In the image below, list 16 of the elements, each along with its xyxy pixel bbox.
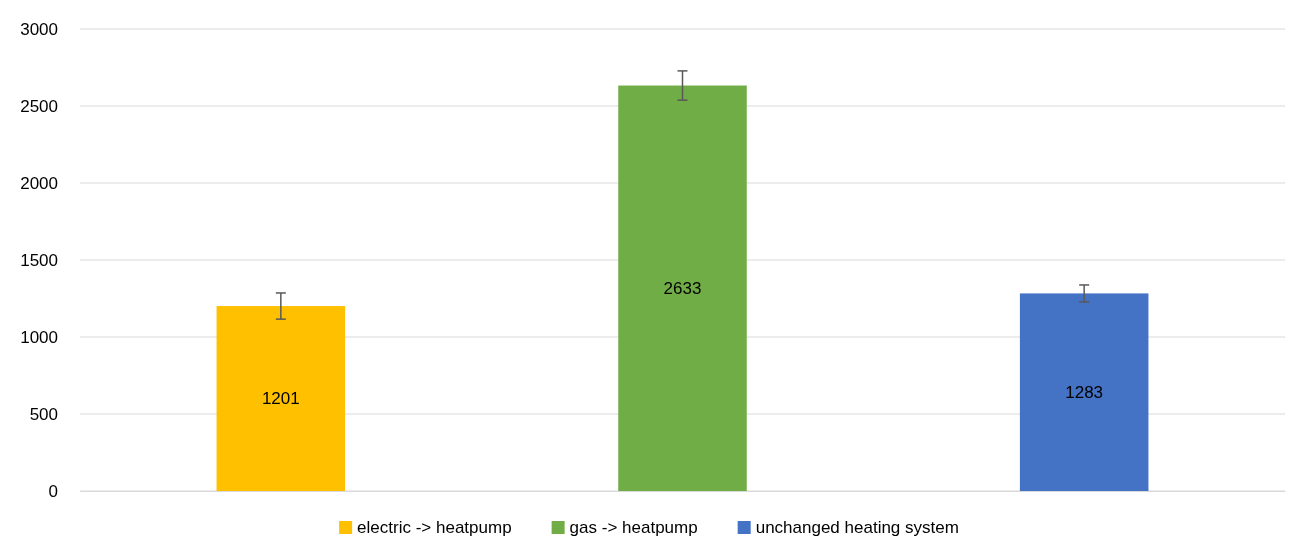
y-tick-label: 0 bbox=[48, 481, 58, 501]
y-tick-label: 2500 bbox=[20, 96, 58, 116]
data-label: 1201 bbox=[261, 389, 300, 409]
data-label: 2633 bbox=[663, 279, 702, 299]
legend-label: electric -> heatpump bbox=[357, 518, 512, 537]
y-tick-label: 500 bbox=[29, 404, 58, 424]
bar bbox=[618, 85, 747, 491]
y-tick-label: 1500 bbox=[20, 250, 58, 270]
y-tick-label: 2000 bbox=[20, 173, 58, 193]
y-tick-label: 1000 bbox=[20, 327, 58, 347]
data-label: 1283 bbox=[1065, 383, 1104, 403]
legend-label: gas -> heatpump bbox=[569, 518, 698, 537]
bar bbox=[216, 306, 346, 491]
bar bbox=[1019, 293, 1149, 491]
legend-label: unchanged heating system bbox=[755, 518, 959, 537]
y-tick-label: 3000 bbox=[20, 19, 58, 39]
